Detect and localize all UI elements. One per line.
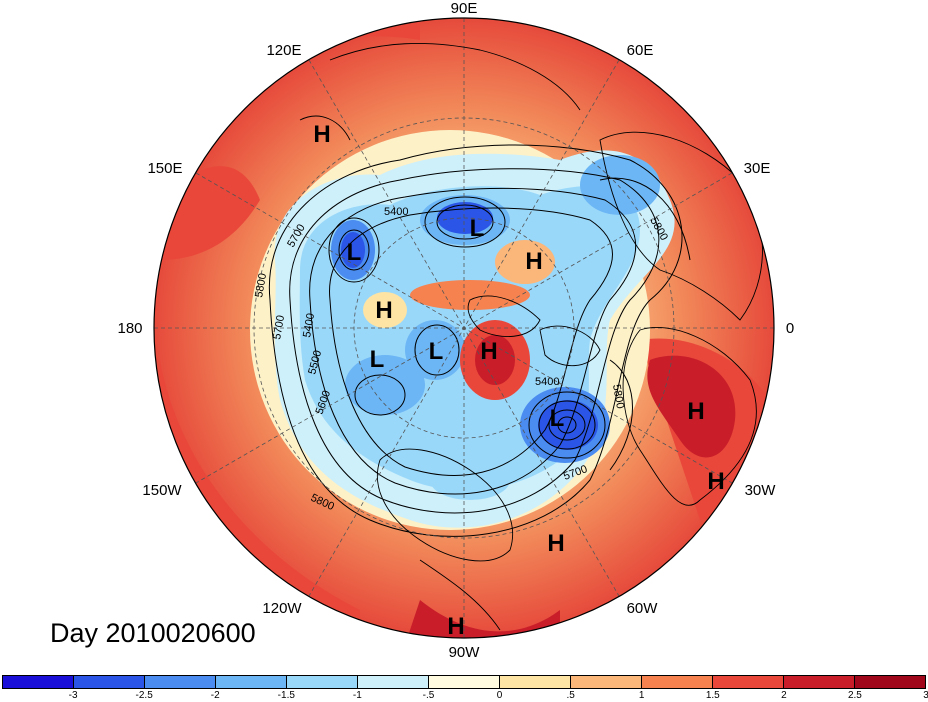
contour-label: 5800 — [610, 383, 626, 409]
low-pressure-center: L — [470, 215, 485, 242]
lon-label-upper-right: 60E — [627, 42, 654, 59]
high-pressure-center: H — [375, 297, 392, 324]
high-pressure-center: H — [687, 398, 704, 425]
colorbar-swatch — [216, 676, 287, 688]
lon-label-right-upper: 30E — [744, 160, 771, 177]
low-pressure-center: L — [347, 239, 362, 266]
lon-label-right: 0 — [786, 320, 794, 337]
contour-label: 5400 — [384, 206, 408, 218]
colorbar-tick-label: 1.5 — [705, 690, 720, 701]
colorbar-swatch — [784, 676, 855, 688]
colorbar-tick-label: -2.5 — [135, 690, 153, 701]
colorbar-tick-label: 1 — [638, 690, 645, 701]
colorbar-tick-label: -3 — [68, 690, 78, 701]
colorbar-swatch — [287, 676, 358, 688]
colorbar-tick-label: 2 — [781, 690, 787, 701]
colorbar-swatch — [429, 676, 500, 688]
colorbar-tick-label: 0 — [496, 690, 503, 701]
lon-label-lower-right: 60W — [627, 600, 659, 617]
high-pressure-center: H — [547, 530, 564, 557]
colorbar-swatch — [571, 676, 642, 688]
colorbar-labels: -3 -2.5 -2 -1.5 -1 -.5 0 .5 1 1.5 2 2.5 3 — [2, 690, 928, 702]
lon-label-right-lower: 30W — [745, 482, 777, 499]
contour-label: 5700 — [271, 314, 287, 340]
colorbar-tick-label: -.5 — [422, 690, 435, 701]
colorbar-swatch — [358, 676, 429, 688]
colorbar-swatch — [145, 676, 216, 688]
longitude-labels: 90E 120E 60E 150E 30E 180 0 150W 30W 120… — [117, 0, 794, 661]
high-pressure-center: H — [525, 248, 542, 275]
colorbar — [2, 675, 926, 689]
contour-label: 5400 — [301, 312, 317, 338]
height-contours — [268, 144, 691, 537]
lon-label-upper-left: 120E — [266, 42, 301, 59]
lon-label-left-lower: 150W — [142, 482, 182, 499]
low-pressure-center: L — [370, 346, 385, 373]
pressure-centers: H H H H H H H H L L L L L — [313, 121, 724, 640]
high-pressure-center: H — [707, 468, 724, 495]
colorbar-swatch — [642, 676, 713, 688]
colorbar-tick-label: .5 — [566, 690, 575, 701]
colorbar-tick-label: 3 — [923, 690, 928, 701]
colorbar-swatch — [713, 676, 784, 688]
high-pressure-center: H — [313, 121, 330, 148]
contour-label: 5400 — [535, 376, 559, 388]
colorbar-tick-label: -1 — [352, 690, 362, 701]
graticule — [154, 18, 774, 638]
colorbar-tick-label: -2 — [210, 690, 220, 701]
low-pressure-center: L — [429, 338, 444, 365]
lon-label-lower-left: 120W — [262, 600, 302, 617]
low-pressure-center: L — [550, 405, 565, 432]
lon-label-left-upper: 150E — [147, 160, 182, 177]
map-boundary — [153, 17, 775, 639]
high-pressure-center: H — [447, 613, 464, 640]
map-title: Day 2010020600 — [50, 618, 256, 648]
high-pressure-center: H — [480, 338, 497, 365]
colorbar-swatch — [500, 676, 571, 688]
coastlines — [299, 43, 763, 631]
colorbar-tick-label: -1.5 — [277, 690, 295, 701]
colorbar-swatch — [74, 676, 145, 688]
colorbar-tick-label: 2.5 — [847, 690, 862, 701]
colorbar-swatch — [855, 676, 925, 688]
lon-label-left: 180 — [117, 320, 142, 337]
lon-label-bottom: 90W — [449, 644, 481, 661]
lon-label-top: 90E — [451, 0, 478, 17]
contour-label: 5800 — [253, 272, 269, 298]
colorbar-swatch — [3, 676, 74, 688]
